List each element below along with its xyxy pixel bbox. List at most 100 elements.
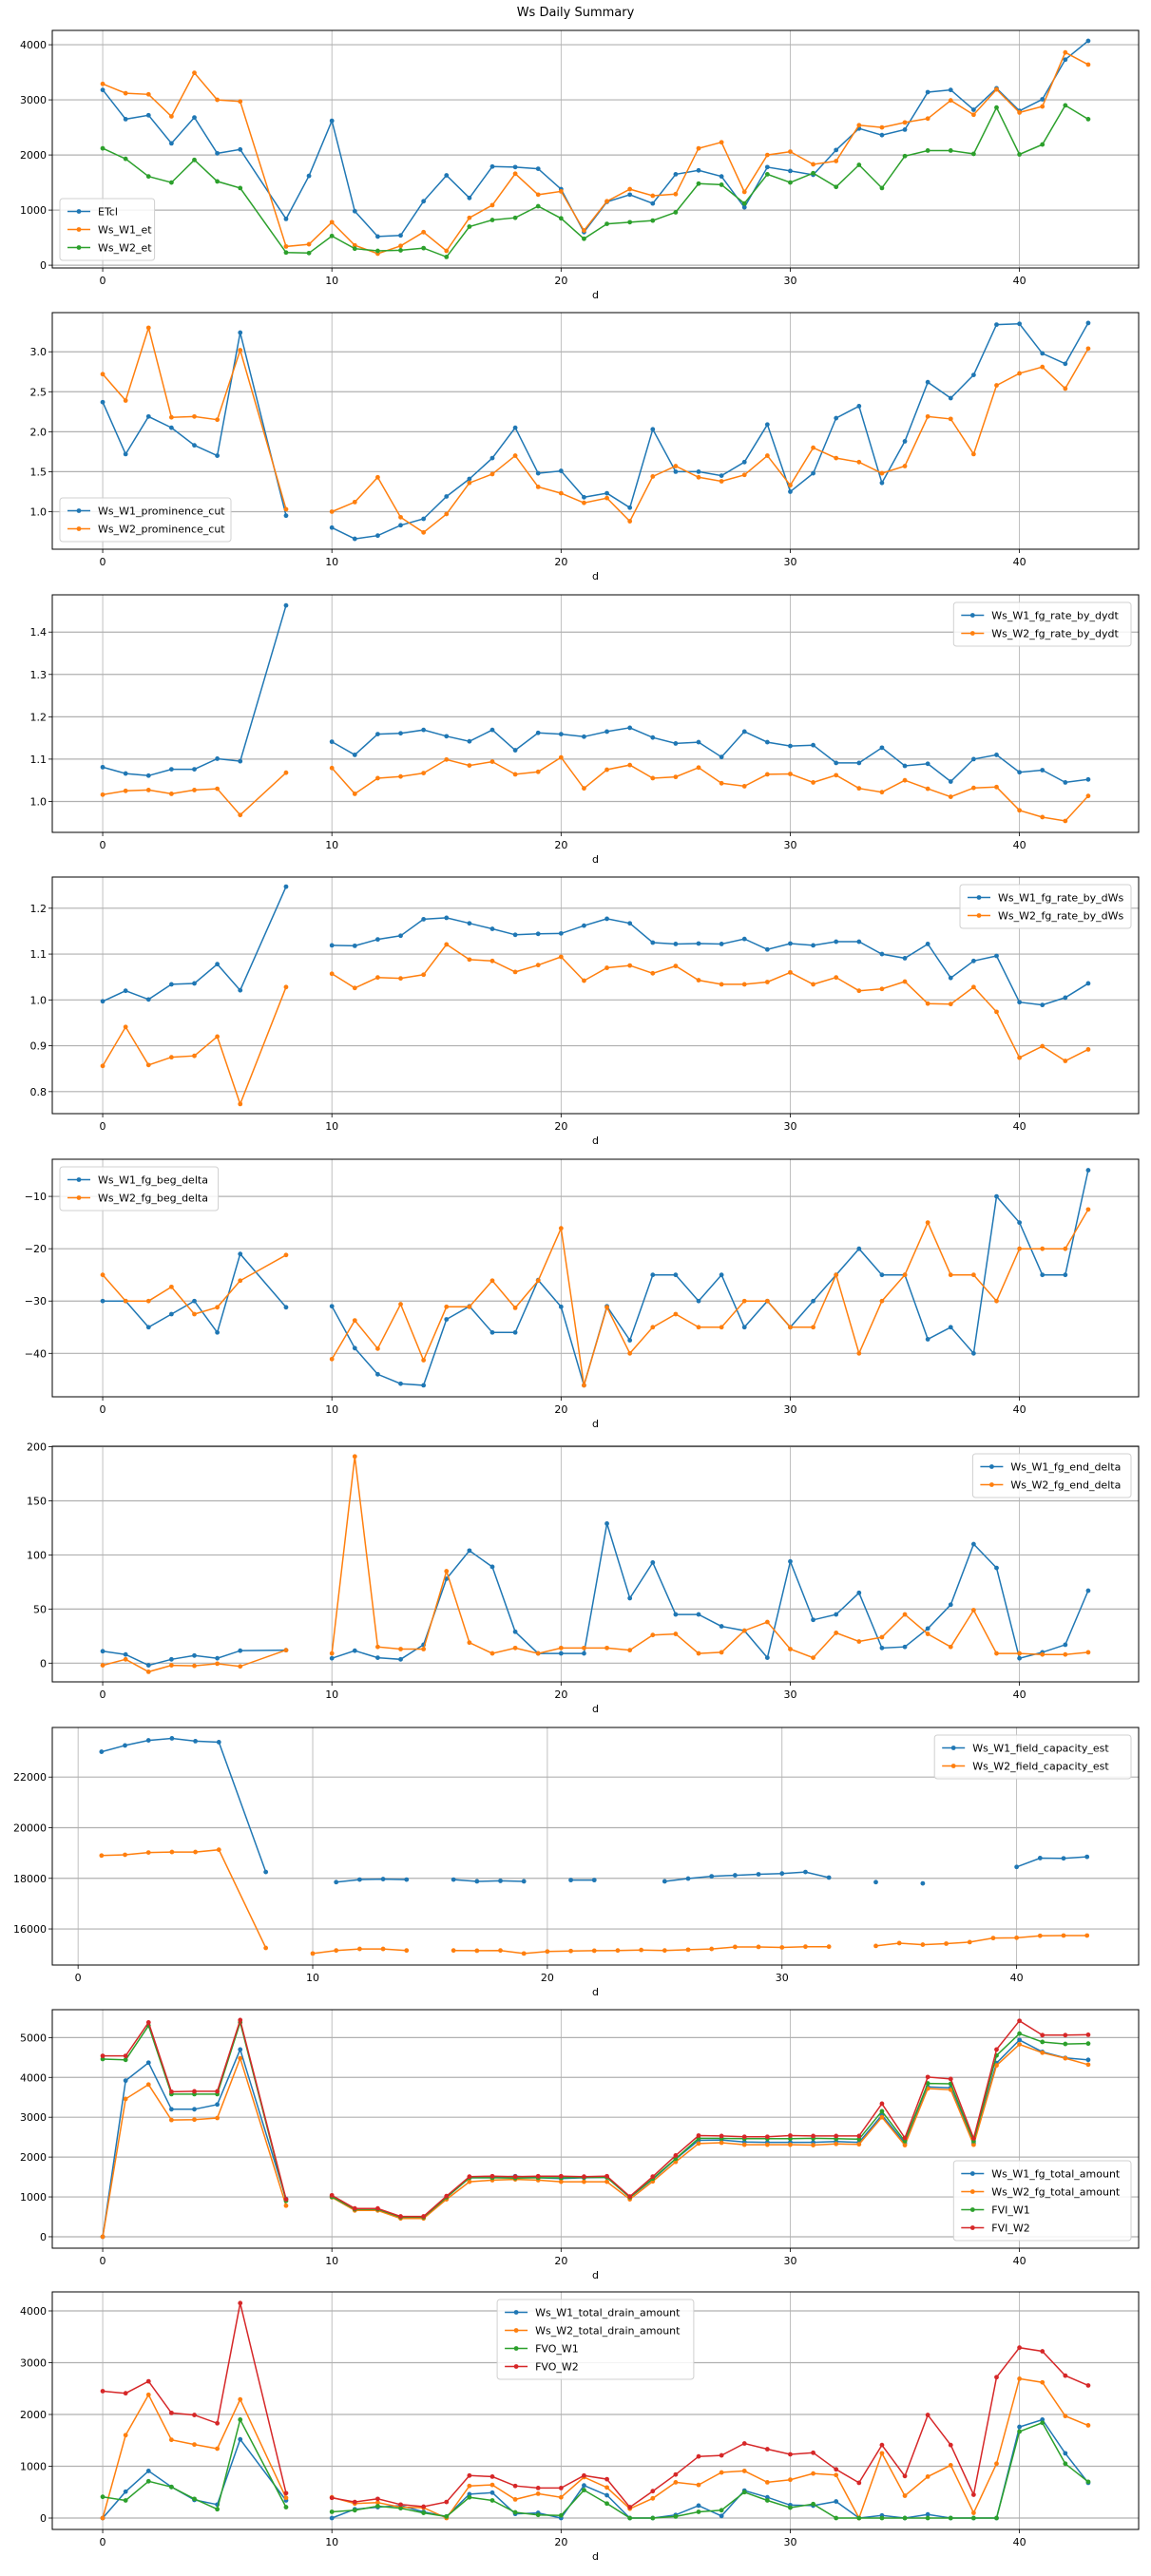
data-point-FVO_W1 [238, 2417, 243, 2422]
data-point-Ws_W2_fg_rate_by_dydt [535, 769, 541, 774]
data-point-Ws_W1_fg_rate_by_dWs [811, 943, 815, 948]
data-point-Ws_W2_fg_rate_by_dydt [650, 775, 656, 781]
data-point-Ws_W1_fg_end_delta [856, 1590, 862, 1595]
data-point-Ws_W2_fg_rate_by_dWs [696, 978, 701, 983]
data-point-Ws_W1_prominence_cut [398, 523, 403, 528]
data-point-Ws_W2_total_drain_amount [1017, 2376, 1023, 2381]
data-point-Ws_W1_fg_rate_by_dydt [192, 767, 197, 773]
data-point-Ws_W1_fg_rate_by_dWs [1017, 1000, 1023, 1005]
data-point-FVO_W1 [970, 2515, 976, 2521]
data-point-Ws_W2_total_drain_amount [741, 2469, 747, 2473]
data-point-Ws_W2_field_capacity_est [896, 1940, 902, 1946]
data-point-FVO_W1 [1085, 2479, 1091, 2485]
data-point-Ws_W1_fg_end_delta [970, 1541, 976, 1547]
data-point-FVO_W2 [535, 2485, 541, 2490]
data-point-Ws_W2_fg_end_delta [489, 1651, 495, 1656]
data-point-Ws_W1_fg_rate_by_dydt [512, 748, 518, 753]
data-point-Ws_W2_fg_rate_by_dWs [788, 969, 793, 975]
data-point-Ws_W1_fg_rate_by_dydt [673, 741, 679, 746]
data-point-Ws_W2_fg_beg_delta [879, 1298, 885, 1304]
legend-label: Ws_W2_total_drain_amount [535, 2325, 681, 2337]
y-tick-label: 0 [40, 1657, 47, 1670]
data-point-Ws_W1_fg_total_amount [123, 2078, 128, 2084]
data-point-Ws_W1_fg_rate_by_dydt [1063, 780, 1068, 785]
data-point-Ws_W2_prominence_cut [535, 484, 541, 489]
data-point-Ws_W1_et [650, 193, 656, 199]
data-point-Ws_W2_fg_beg_delta [604, 1305, 609, 1310]
data-point-FVO_W1 [283, 2505, 289, 2509]
data-point-Ws_W1_et [970, 112, 976, 118]
data-point-Ws_W1_prominence_cut [512, 425, 518, 430]
data-point-FVI_W2 [1063, 2032, 1068, 2038]
subplot-1: 0 10 20 30 40 0 1000 2000 3000 4000 d ETcl Ws_W1_et W… [20, 29, 1140, 301]
y-tick-label: −30 [25, 1295, 47, 1307]
data-point-FVI_W2 [100, 2053, 106, 2059]
data-point-Ws_W2_fg_total_amount [719, 2140, 724, 2146]
data-point-Ws_W2_fg_rate_by_dWs [650, 970, 656, 976]
x-tick-label: 10 [325, 275, 338, 287]
data-point-Ws_W2_prominence_cut [627, 519, 633, 524]
data-point-Ws_W2_fg_rate_by_dWs [1063, 1059, 1068, 1063]
data-point-FVI_W2 [788, 2133, 793, 2138]
data-point-FVO_W2 [352, 2499, 357, 2505]
data-point-Ws_W1_fg_end_delta [811, 1617, 815, 1623]
data-point-ETcl [788, 168, 793, 174]
data-point-Ws_W2_et [879, 185, 885, 191]
legend: Ws_W1_fg_rate_by_dydt Ws_W2_fg_rate_by_dy… [952, 601, 1132, 647]
data-point-Ws_W2_fg_beg_delta [535, 1278, 541, 1284]
legend-label: Ws_W2_et [98, 242, 152, 255]
data-point-Ws_W1_fg_end_delta [375, 1655, 380, 1661]
data-point-FVO_W1 [696, 2509, 701, 2514]
data-point-Ws_W2_et [1063, 103, 1068, 108]
data-point-Ws_W2_fg_rate_by_dWs [123, 1024, 128, 1030]
data-point-FVI_W2 [741, 2134, 747, 2140]
data-point-Ws_W2_fg_end_delta [444, 1569, 450, 1574]
y-tick-label: 4000 [20, 39, 47, 51]
data-point-Ws_W1_fg_rate_by_dydt [994, 753, 999, 757]
data-point-Ws_W2_total_drain_amount [215, 2446, 221, 2452]
data-point-Ws_W1_prominence_cut [558, 468, 564, 473]
data-point-FVO_W2 [902, 2473, 908, 2479]
data-point-FVI_W1 [856, 2136, 862, 2142]
legend-box [959, 884, 1132, 929]
data-point-Ws_W1_prominence_cut [811, 470, 815, 476]
data-point-Ws_W1_fg_end_delta [215, 1655, 221, 1661]
legend-swatch-marker [76, 1195, 82, 1200]
data-point-Ws_W1_fg_beg_delta [627, 1338, 633, 1343]
data-point-Ws_W1_et [238, 99, 243, 105]
y-tick-label: 3.0 [30, 346, 48, 358]
data-point-Ws_W2_et [925, 148, 930, 153]
data-point-Ws_W2_fg_end_delta [467, 1640, 472, 1646]
y-tick-label: 0 [40, 259, 47, 272]
data-point-Ws_W2_prominence_cut [238, 348, 243, 353]
data-point-FVI_W2 [582, 2174, 586, 2180]
data-point-Ws_W1_field_capacity_est [920, 1880, 926, 1886]
y-tick-label: 200 [27, 1441, 47, 1454]
data-point-Ws_W1_et [192, 70, 197, 76]
data-point-Ws_W1_fg_beg_delta [421, 1383, 427, 1388]
data-point-Ws_W1_fg_rate_by_dWs [719, 942, 724, 946]
data-point-Ws_W1_fg_end_delta [329, 1655, 335, 1661]
data-point-Ws_W1_fg_beg_delta [1085, 1168, 1091, 1173]
data-point-FVO_W2 [879, 2442, 885, 2448]
series-line-Ws_W1_et [102, 51, 1089, 255]
data-point-Ws_W1_fg_total_amount [215, 2102, 221, 2108]
data-point-Ws_W2_fg_total_amount [764, 2142, 770, 2147]
data-point-Ws_W2_field_capacity_est [123, 1852, 127, 1858]
data-point-Ws_W1_fg_rate_by_dydt [719, 754, 724, 760]
data-point-Ws_W1_fg_rate_by_dWs [627, 921, 633, 926]
data-point-Ws_W2_field_capacity_est [521, 1951, 527, 1956]
data-point-Ws_W2_prominence_cut [375, 474, 380, 480]
data-point-FVO_W2 [192, 2413, 197, 2417]
data-point-Ws_W1_et [811, 162, 815, 167]
y-tick-label: 3000 [20, 2357, 47, 2370]
legend-item: Ws_W1_fg_rate_by_dydt [961, 610, 1119, 622]
legend-box [952, 601, 1132, 647]
data-point-Ws_W1_prominence_cut [788, 489, 793, 494]
data-point-Ws_W1_total_drain_amount [719, 2513, 724, 2519]
data-point-Ws_W1_fg_end_delta [719, 1624, 724, 1629]
legend: Ws_W1_fg_end_delta Ws_W2_fg_end_delta [971, 1453, 1132, 1498]
y-tick-label: 1.5 [30, 466, 48, 478]
data-point-FVO_W2 [168, 2410, 174, 2415]
data-point-Ws_W1_total_drain_amount [489, 2490, 495, 2495]
